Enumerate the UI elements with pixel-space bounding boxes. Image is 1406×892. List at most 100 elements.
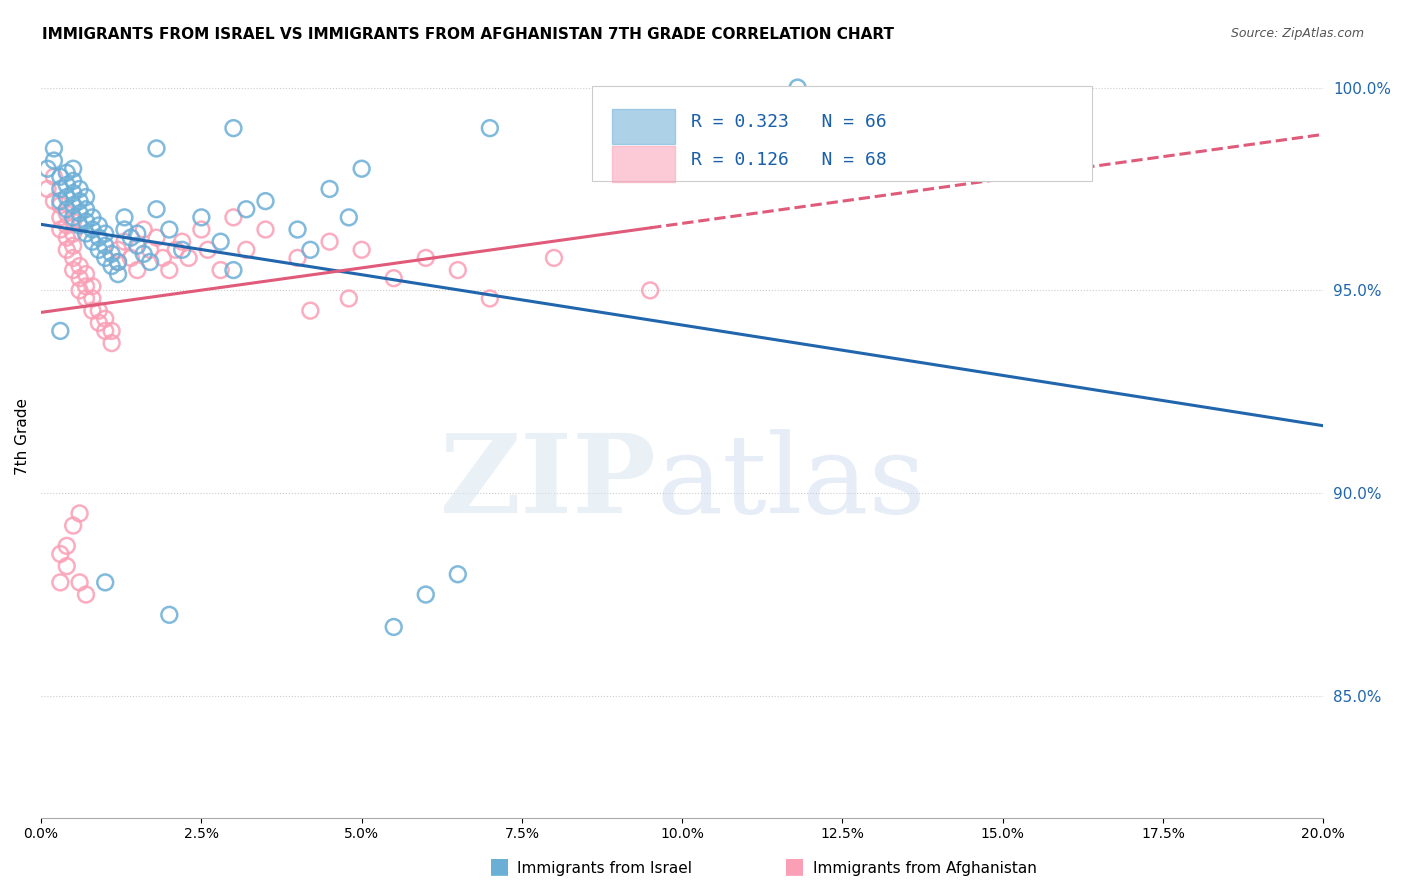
Point — [222, 263, 245, 277]
Point — [49, 575, 72, 590]
Point — [382, 620, 405, 634]
Point — [42, 153, 65, 168]
Point — [132, 222, 155, 236]
Point — [235, 202, 257, 217]
Point — [132, 247, 155, 261]
Point — [69, 182, 91, 196]
Point — [62, 214, 84, 228]
Text: R = 0.126   N = 68: R = 0.126 N = 68 — [692, 151, 887, 169]
Point — [350, 243, 373, 257]
Point — [75, 279, 97, 293]
Point — [82, 279, 104, 293]
Point — [127, 239, 149, 253]
FancyBboxPatch shape — [592, 86, 1092, 181]
Point — [49, 182, 72, 196]
Point — [190, 222, 212, 236]
Point — [42, 141, 65, 155]
Point — [197, 243, 219, 257]
Point — [447, 263, 470, 277]
Point — [62, 161, 84, 176]
Point — [638, 284, 661, 298]
Point — [75, 292, 97, 306]
Point — [69, 271, 91, 285]
Point — [42, 194, 65, 208]
Point — [127, 263, 149, 277]
Point — [55, 539, 77, 553]
Point — [107, 255, 129, 269]
Text: ■: ■ — [785, 856, 804, 876]
Point — [157, 222, 180, 236]
Point — [337, 211, 360, 225]
Point — [350, 161, 373, 176]
Text: Immigrants from Israel: Immigrants from Israel — [517, 861, 692, 876]
Point — [49, 222, 72, 236]
Point — [100, 247, 122, 261]
Point — [209, 263, 232, 277]
Point — [55, 206, 77, 220]
Point — [62, 211, 84, 225]
Point — [447, 567, 470, 582]
Point — [55, 559, 77, 574]
Point — [62, 174, 84, 188]
Text: ■: ■ — [489, 856, 509, 876]
Point — [94, 227, 117, 241]
Point — [543, 251, 565, 265]
Point — [127, 227, 149, 241]
Point — [100, 324, 122, 338]
Point — [157, 263, 180, 277]
Point — [69, 206, 91, 220]
Point — [172, 243, 194, 257]
Point — [55, 219, 77, 233]
Point — [69, 194, 91, 208]
Point — [94, 239, 117, 253]
Point — [177, 251, 200, 265]
Point — [87, 303, 110, 318]
Point — [415, 251, 437, 265]
Point — [69, 507, 91, 521]
Point — [114, 222, 136, 236]
Text: IMMIGRANTS FROM ISRAEL VS IMMIGRANTS FROM AFGHANISTAN 7TH GRADE CORRELATION CHAR: IMMIGRANTS FROM ISRAEL VS IMMIGRANTS FRO… — [42, 27, 894, 42]
Point — [114, 235, 136, 249]
Point — [337, 292, 360, 306]
Point — [55, 243, 77, 257]
Point — [87, 230, 110, 244]
Point — [254, 194, 277, 208]
Point — [62, 263, 84, 277]
Point — [75, 267, 97, 281]
Point — [87, 316, 110, 330]
Point — [222, 211, 245, 225]
Point — [87, 219, 110, 233]
Point — [49, 198, 72, 212]
Point — [139, 243, 162, 257]
Point — [75, 190, 97, 204]
Point — [478, 121, 501, 136]
Point — [49, 194, 72, 208]
Point — [107, 255, 129, 269]
Point — [94, 324, 117, 338]
Point — [49, 324, 72, 338]
Text: R = 0.323   N = 66: R = 0.323 N = 66 — [692, 113, 887, 131]
Point — [100, 259, 122, 273]
Point — [62, 239, 84, 253]
Point — [75, 202, 97, 217]
Point — [62, 251, 84, 265]
Point — [382, 271, 405, 285]
Point — [287, 222, 309, 236]
Point — [145, 230, 167, 244]
Point — [478, 292, 501, 306]
Point — [55, 190, 77, 204]
Point — [62, 186, 84, 200]
Point — [62, 227, 84, 241]
Point — [49, 211, 72, 225]
Point — [82, 235, 104, 249]
Point — [87, 243, 110, 257]
Point — [69, 219, 91, 233]
Point — [42, 169, 65, 184]
Point — [55, 166, 77, 180]
Point — [172, 235, 194, 249]
Point — [75, 588, 97, 602]
Point — [55, 178, 77, 192]
Point — [299, 243, 322, 257]
Point — [49, 547, 72, 561]
Point — [299, 303, 322, 318]
